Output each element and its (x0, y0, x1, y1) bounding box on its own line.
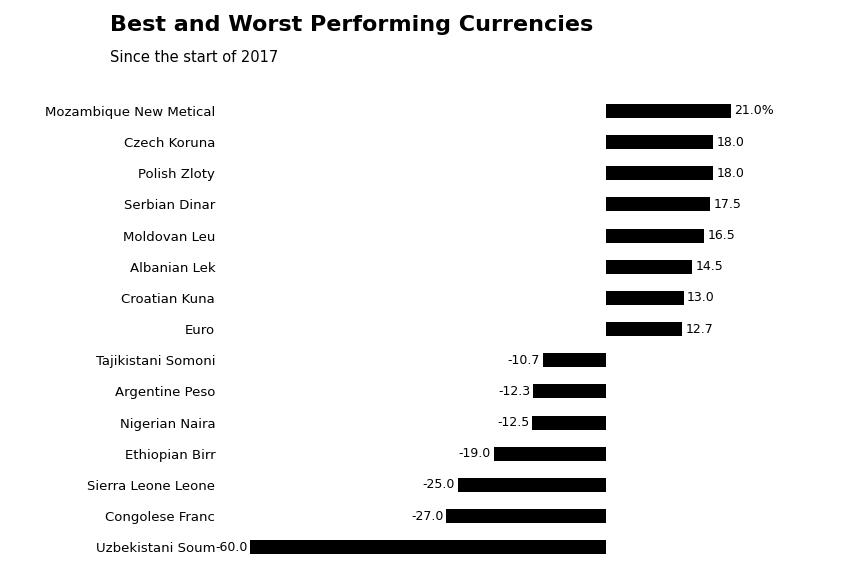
Bar (533, 384, 606, 398)
Text: -10.7: -10.7 (508, 354, 540, 367)
Text: Best and Worst Performing Currencies: Best and Worst Performing Currencies (110, 15, 593, 35)
Bar (606, 135, 713, 149)
Text: 12.7: 12.7 (685, 322, 713, 336)
Bar (250, 540, 606, 554)
Bar (447, 509, 606, 523)
Bar (532, 415, 606, 429)
Text: 18.0: 18.0 (717, 136, 745, 149)
Text: 13.0: 13.0 (687, 291, 715, 304)
Text: 18.0: 18.0 (717, 167, 745, 180)
Bar (458, 478, 606, 492)
Text: 17.5: 17.5 (714, 198, 742, 211)
Text: 21.0%: 21.0% (734, 105, 774, 118)
Text: 16.5: 16.5 (708, 229, 736, 242)
Text: -27.0: -27.0 (411, 510, 443, 522)
Bar (606, 229, 705, 243)
Text: -12.5: -12.5 (497, 416, 529, 429)
Bar (543, 353, 606, 367)
Bar (606, 104, 731, 118)
Bar (494, 447, 606, 461)
Bar (606, 197, 711, 211)
Bar (606, 291, 683, 305)
Text: -19.0: -19.0 (458, 447, 491, 460)
Bar (606, 166, 713, 180)
Text: -12.3: -12.3 (498, 385, 531, 398)
Bar (606, 322, 682, 336)
Text: Since the start of 2017: Since the start of 2017 (110, 50, 278, 65)
Text: -25.0: -25.0 (423, 479, 455, 491)
Bar (606, 260, 693, 274)
Text: 14.5: 14.5 (696, 260, 724, 273)
Text: -60.0: -60.0 (215, 541, 247, 553)
